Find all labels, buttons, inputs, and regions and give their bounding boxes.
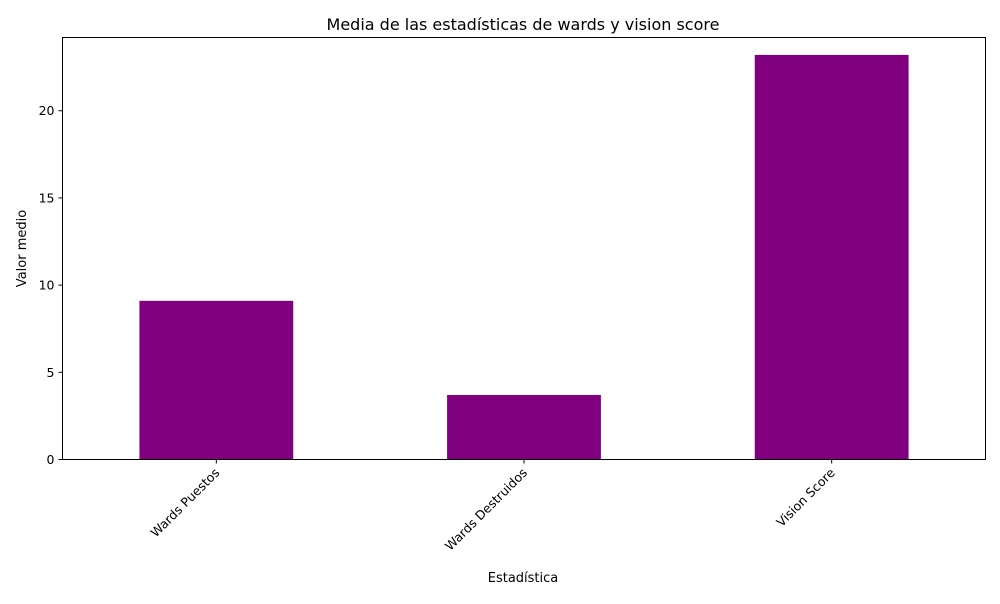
y-tick-label: 15 <box>39 190 55 205</box>
x-tick-label: Wards Puestos <box>147 465 222 540</box>
x-tick-label: Wards Destruidos <box>442 465 530 553</box>
y-tick-label: 20 <box>39 103 55 118</box>
bars-group <box>139 54 909 460</box>
y-tick-label: 0 <box>47 452 55 467</box>
y-tick-label: 5 <box>47 365 55 380</box>
chart-title: Media de las estadísticas de wards y vis… <box>327 15 720 34</box>
x-axis-label: Estadística <box>488 571 559 586</box>
bar <box>139 300 294 460</box>
bar <box>447 394 601 460</box>
y-axis-label: Valor medio <box>15 210 30 287</box>
y-axis: 0 5 10 15 20 <box>39 103 63 467</box>
y-tick-label: 10 <box>39 278 55 293</box>
plot-frame <box>62 37 986 460</box>
bar <box>754 54 909 460</box>
x-axis: Wards Puestos Wards Destruidos Vision Scor… <box>147 459 838 553</box>
x-tick-label: Vision Score <box>773 465 838 530</box>
